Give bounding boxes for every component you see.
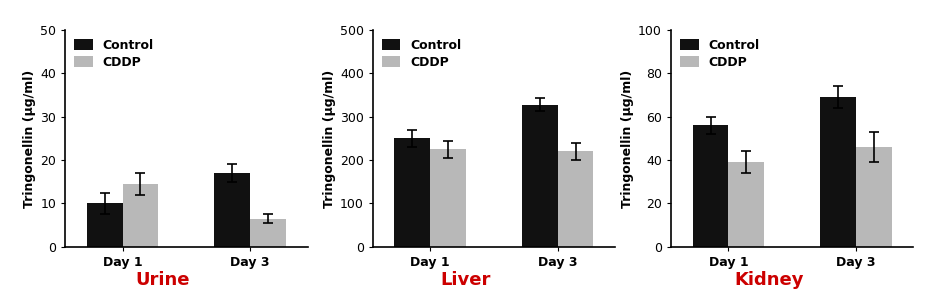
Legend: Control, CDDP: Control, CDDP	[678, 36, 762, 71]
Y-axis label: Tringonellin (μg/ml): Tringonellin (μg/ml)	[621, 69, 634, 208]
Bar	[394, 138, 431, 247]
Bar	[250, 219, 286, 247]
Bar	[692, 126, 729, 247]
Bar	[431, 149, 466, 247]
Bar	[557, 151, 594, 247]
Bar	[856, 147, 892, 247]
Text: Urine: Urine	[136, 271, 190, 289]
Legend: Control, CDDP: Control, CDDP	[72, 36, 157, 71]
Text: Liver: Liver	[441, 271, 491, 289]
Y-axis label: Tringonellin (μg/ml): Tringonellin (μg/ml)	[322, 69, 336, 208]
Legend: Control, CDDP: Control, CDDP	[379, 36, 464, 71]
Bar	[729, 162, 764, 247]
Y-axis label: Tringonellin (μg/ml): Tringonellin (μg/ml)	[23, 69, 36, 208]
Bar	[820, 97, 856, 247]
Bar	[87, 203, 123, 247]
Bar	[522, 105, 557, 247]
Bar	[123, 184, 158, 247]
Bar	[214, 173, 250, 247]
Text: Kidney: Kidney	[734, 271, 803, 289]
